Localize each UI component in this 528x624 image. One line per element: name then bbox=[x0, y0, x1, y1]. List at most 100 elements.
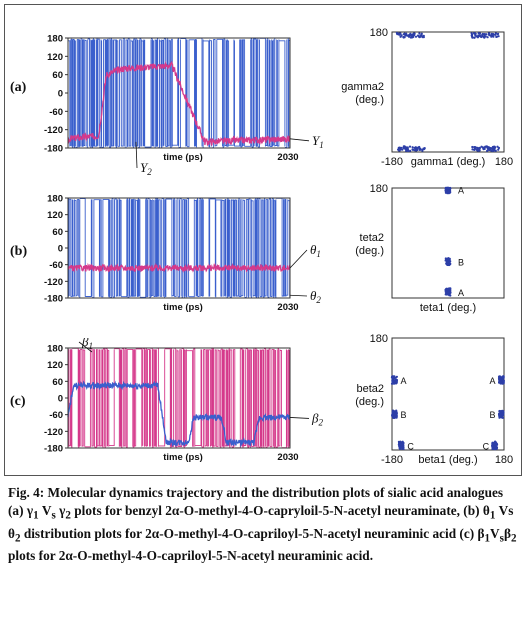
scatter-point bbox=[494, 149, 497, 152]
y-axis-title-unit: (deg.) bbox=[355, 245, 384, 257]
scatter-point bbox=[411, 146, 414, 149]
series-0-trace bbox=[68, 37, 291, 149]
x-tick-label-max: 180 bbox=[495, 454, 513, 466]
caption-title: Fig. 4: Molecular dynamics trajectory an… bbox=[8, 485, 504, 500]
scatter-point bbox=[448, 261, 451, 264]
y-axis-title: beta2 bbox=[356, 383, 384, 395]
x-end-tick-label: 2030 bbox=[277, 152, 298, 163]
y-tick-label: -60 bbox=[49, 107, 63, 118]
series-name-label: β2 bbox=[311, 410, 323, 427]
scatter-point bbox=[397, 440, 400, 443]
distribution-plot-beta: A A B B C C 180 -180 180 beta1 (deg.) beta2(deg.) bbox=[355, 333, 513, 466]
scatter-point bbox=[485, 145, 488, 148]
scatter-point bbox=[395, 380, 398, 383]
y-axis-title-unit: (deg.) bbox=[355, 396, 384, 408]
x-axis-title: time (ps) bbox=[163, 302, 203, 313]
x-axis-title: time (ps) bbox=[163, 452, 203, 463]
scatter-point bbox=[392, 379, 395, 382]
scatter-point bbox=[411, 148, 415, 151]
cluster-3 bbox=[471, 145, 500, 153]
scatter-point bbox=[407, 35, 411, 38]
scatter-point bbox=[483, 147, 486, 150]
trajectory-plot-b: 180 120 60 0 -60 -120 -180 time (ps) 2030 θ1 θ2 bbox=[44, 194, 321, 314]
scatter-point bbox=[418, 146, 421, 150]
scatter-point bbox=[499, 376, 502, 379]
scatter-point bbox=[405, 32, 408, 35]
scatter-point bbox=[395, 416, 398, 419]
series-label-leader bbox=[135, 141, 138, 169]
scatter-point bbox=[398, 443, 401, 446]
scatter-point bbox=[480, 145, 483, 148]
cluster-0 bbox=[395, 31, 425, 39]
scatter-point bbox=[501, 413, 504, 416]
y-tick-label: -180 bbox=[44, 294, 63, 305]
scatter-point bbox=[398, 33, 401, 36]
scatter-point bbox=[492, 147, 495, 150]
scatter-point bbox=[394, 376, 397, 379]
y-tick-label: -120 bbox=[44, 277, 63, 288]
scatter-point bbox=[416, 148, 419, 152]
cluster-label: A bbox=[458, 288, 464, 298]
scatter-point bbox=[392, 410, 395, 413]
scatter-point bbox=[402, 442, 405, 445]
cluster-label: B bbox=[490, 410, 496, 420]
scatter-point bbox=[490, 149, 493, 152]
y-tick-label: -60 bbox=[49, 410, 63, 421]
scatter-point bbox=[394, 381, 397, 384]
y-tick-label: 120 bbox=[47, 210, 63, 221]
x-axis-title: time (ps) bbox=[163, 152, 203, 163]
cluster-label: A bbox=[458, 186, 464, 196]
scatter-point bbox=[497, 412, 501, 416]
cluster-label: A bbox=[490, 376, 496, 386]
scatter-point bbox=[477, 149, 480, 152]
scatter-point bbox=[409, 36, 412, 39]
scatter-point bbox=[497, 148, 500, 151]
scatter-point bbox=[490, 34, 493, 37]
cluster-1 bbox=[470, 32, 500, 39]
series-1-trace bbox=[68, 197, 291, 299]
scatter-point bbox=[449, 190, 452, 194]
series-name-label: β1 bbox=[81, 338, 93, 351]
series-name-label: Y1 bbox=[312, 133, 324, 150]
scatter-point bbox=[486, 149, 489, 152]
scatter-point bbox=[422, 34, 425, 37]
y-tick-label: 60 bbox=[52, 227, 63, 238]
scatter-point bbox=[499, 416, 502, 419]
scatter-point bbox=[401, 447, 405, 450]
scatter-point bbox=[444, 259, 447, 262]
scatter-point bbox=[495, 442, 498, 445]
scatter-point bbox=[498, 379, 501, 382]
y-axis-title: gamma2 bbox=[341, 81, 384, 93]
cluster-label: A bbox=[400, 376, 406, 386]
scatter-point bbox=[408, 145, 412, 148]
scatter-point bbox=[474, 32, 477, 35]
cluster-label: C bbox=[407, 441, 414, 451]
scatter-point bbox=[398, 146, 401, 149]
series-name-label: θ2 bbox=[310, 288, 321, 305]
panel-label-a: (a) bbox=[10, 80, 27, 95]
scatter-point bbox=[402, 36, 405, 39]
scatter-point bbox=[471, 145, 474, 149]
scatter-point bbox=[473, 146, 476, 149]
scatter-point bbox=[493, 441, 496, 444]
scatter-point bbox=[478, 34, 481, 37]
scatter-point bbox=[501, 382, 504, 385]
scatter-point bbox=[480, 35, 483, 39]
scatter-point bbox=[493, 145, 496, 148]
y-tick-label: 180 bbox=[47, 194, 63, 205]
y-tick-label: 120 bbox=[47, 52, 63, 63]
cluster-2 bbox=[397, 145, 426, 153]
y-tick-label: 120 bbox=[47, 360, 63, 371]
scatter-point bbox=[488, 148, 491, 152]
x-tick-label-min: -180 bbox=[381, 156, 403, 168]
scatter-frame bbox=[391, 31, 505, 153]
y-tick-label: 180 bbox=[370, 333, 388, 345]
y-tick-label: -120 bbox=[44, 125, 63, 136]
scatter-point bbox=[403, 147, 406, 150]
scatter-point bbox=[491, 149, 495, 153]
scatter-point bbox=[485, 33, 488, 36]
cluster-4 bbox=[397, 440, 405, 451]
scatter-point bbox=[501, 416, 505, 419]
scatter-point bbox=[491, 447, 495, 450]
scatter-point bbox=[444, 288, 447, 291]
